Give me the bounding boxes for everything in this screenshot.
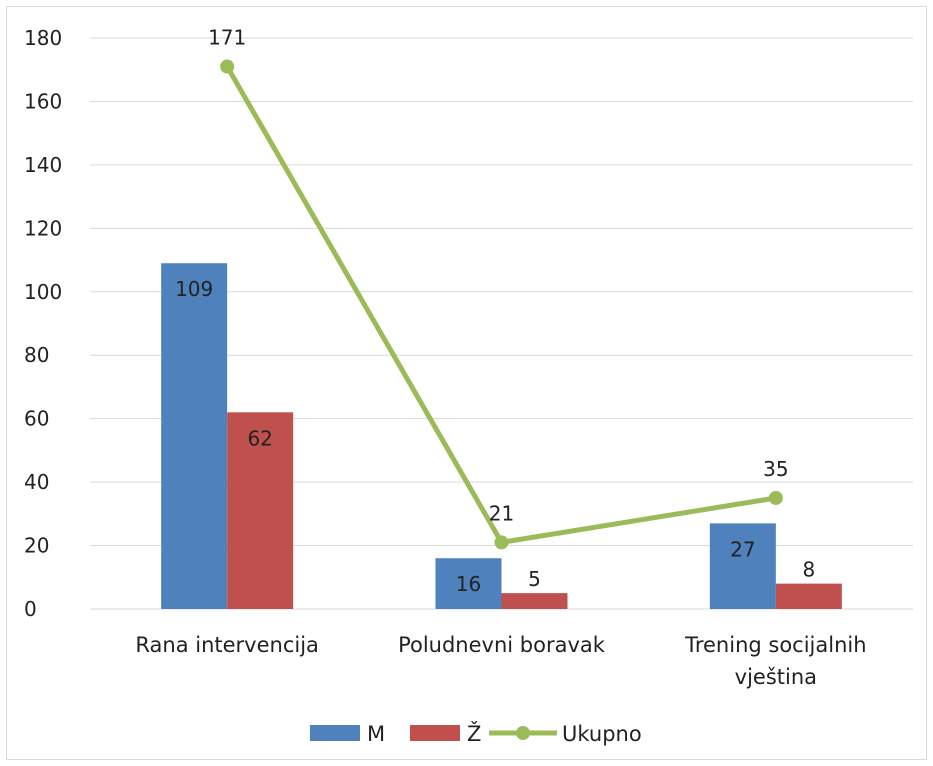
line-point-0: [220, 59, 235, 74]
data-label: 109: [175, 277, 213, 301]
legend-label: M: [367, 722, 385, 746]
legend-marker: [516, 726, 530, 740]
x-category-label: Rana intervencija: [135, 633, 319, 657]
x-category-label: Poludnevni boravak: [398, 633, 606, 657]
line-point-2: [768, 490, 783, 505]
chart-border: [6, 6, 927, 760]
bar-ž-0: [227, 412, 294, 609]
y-tick-label: 80: [24, 343, 49, 367]
legend-label: Ukupno: [562, 722, 642, 746]
legend-label: Ž: [467, 721, 481, 746]
y-tick-label: 160: [24, 89, 62, 113]
line-series: [220, 59, 783, 550]
data-label: 35: [763, 457, 788, 481]
legend-swatch: [310, 725, 360, 741]
data-label: 171: [208, 26, 246, 50]
legend: M Ž Ukupno: [310, 721, 642, 746]
y-tick-label: 140: [24, 153, 62, 177]
legend-swatch: [410, 725, 460, 741]
bar-m-2: [709, 523, 776, 609]
y-tick-label: 40: [24, 470, 49, 494]
data-label: 5: [528, 567, 541, 591]
data-label: 8: [802, 558, 815, 582]
bars: [161, 263, 842, 609]
x-category-label: vještina: [735, 665, 817, 689]
data-label: 21: [489, 501, 514, 525]
y-tick-label: 60: [24, 407, 49, 431]
y-tick-label: 20: [24, 534, 49, 558]
data-label: 27: [730, 537, 755, 561]
line-point-1: [494, 535, 509, 550]
y-tick-label: 0: [24, 597, 37, 621]
y-tick-label: 120: [24, 216, 62, 240]
x-axis-categories: Rana intervencija Poludnevni boravak Treni…: [135, 633, 866, 689]
y-axis-ticks: 0 20 40 60 80 100 120 140 160 180: [24, 26, 62, 621]
data-label: 16: [456, 572, 481, 596]
bar-m-1: [435, 558, 502, 609]
y-tick-label: 180: [24, 26, 62, 50]
data-label: 62: [247, 426, 272, 450]
bar-ž-1: [501, 593, 568, 609]
bar-m-0: [161, 263, 228, 609]
x-category-label: Trening socijalnih: [684, 633, 866, 657]
bar-ž-2: [775, 583, 842, 609]
data-labels: 109 16 27 62 5 8 171 21 35: [175, 26, 815, 597]
y-tick-label: 100: [24, 280, 62, 304]
